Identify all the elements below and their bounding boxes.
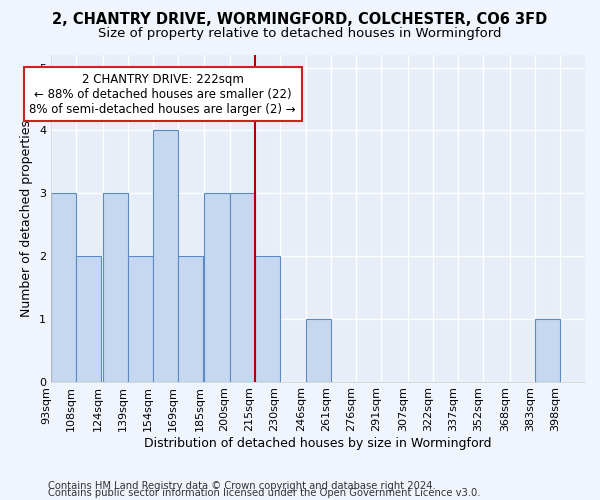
Bar: [178, 256, 203, 382]
Text: Contains public sector information licensed under the Open Government Licence v3: Contains public sector information licen…: [48, 488, 481, 498]
Bar: [76, 256, 101, 382]
Bar: [254, 256, 280, 382]
Bar: [153, 130, 178, 382]
Bar: [306, 319, 331, 382]
X-axis label: Distribution of detached houses by size in Wormingford: Distribution of detached houses by size …: [144, 437, 492, 450]
Text: 2, CHANTRY DRIVE, WORMINGFORD, COLCHESTER, CO6 3FD: 2, CHANTRY DRIVE, WORMINGFORD, COLCHESTE…: [52, 12, 548, 28]
Bar: [230, 193, 254, 382]
Y-axis label: Number of detached properties: Number of detached properties: [20, 120, 34, 317]
Text: Size of property relative to detached houses in Wormingford: Size of property relative to detached ho…: [98, 28, 502, 40]
Bar: [51, 193, 76, 382]
Bar: [205, 193, 230, 382]
Bar: [128, 256, 153, 382]
Bar: [535, 319, 560, 382]
Bar: [103, 193, 128, 382]
Text: Contains HM Land Registry data © Crown copyright and database right 2024.: Contains HM Land Registry data © Crown c…: [48, 481, 436, 491]
Text: 2 CHANTRY DRIVE: 222sqm
← 88% of detached houses are smaller (22)
8% of semi-det: 2 CHANTRY DRIVE: 222sqm ← 88% of detache…: [29, 72, 296, 116]
